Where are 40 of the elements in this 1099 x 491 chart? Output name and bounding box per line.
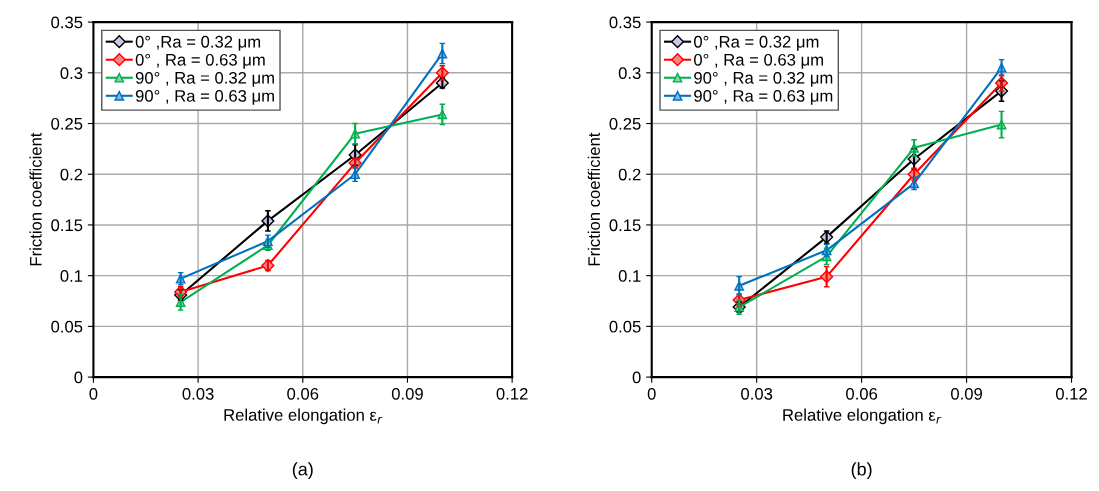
y-tick-label: 0.1 — [60, 270, 83, 282]
legend-label: 0° ,Ra = 0.32 μm — [694, 35, 819, 51]
x-tick-label: 0.12 — [496, 387, 528, 400]
y-tick-label: 0.3 — [60, 67, 83, 80]
legend-label: 0° ,Ra = 0.32 μm — [135, 35, 261, 51]
x-tick-label: 0.06 — [846, 387, 878, 400]
y-tick-label: 0.15 — [609, 219, 641, 232]
legend-label: 90° , Ra = 0.32 μm — [694, 71, 833, 87]
y-tick-label: 0.15 — [51, 219, 83, 232]
y-tick-label: 0 — [74, 371, 83, 384]
legend-label: 90° , Ra = 0.32 μm — [135, 71, 274, 87]
legend-label: 0° , Ra = 0.63 μm — [694, 53, 823, 69]
y-tick-label: 0.25 — [609, 117, 641, 130]
legend-label: 0° , Ra = 0.63 μm — [135, 53, 265, 69]
y-tick-label: 0 — [632, 371, 641, 384]
y-tick-label: 0.2 — [618, 168, 641, 181]
y-tick-label: 0.25 — [51, 117, 83, 130]
y-axis-title: Friction coefficient — [587, 132, 601, 266]
y-tick-label: 0.3 — [618, 67, 641, 80]
x-tick-label: 0.03 — [741, 387, 773, 400]
text: (b) — [851, 462, 872, 480]
y-tick-label: 0.2 — [60, 168, 83, 181]
x-tick-label: 0.09 — [951, 387, 982, 400]
x-tick-label: 0 — [89, 387, 98, 400]
x-axis-title: Relative elongation ε$_{r}$ — [783, 408, 942, 425]
y-tick-label: 0.35 — [609, 16, 641, 29]
x-tick-label: 0.06 — [287, 387, 319, 400]
y-tick-label: 0.05 — [609, 320, 641, 333]
legend-label: 90° , Ra = 0.63 μm — [694, 89, 833, 105]
y-tick-label: 0.05 — [51, 320, 83, 333]
x-tick-label: 0.12 — [1055, 387, 1087, 400]
y-axis-title: Friction coefficient — [29, 132, 42, 266]
x-tick-label: 0.09 — [391, 387, 423, 400]
y-tick-label: 0.35 — [51, 16, 83, 29]
legend-label: 90° , Ra = 0.63 μm — [135, 89, 274, 105]
x-tick-label: 0.03 — [182, 387, 214, 400]
x-axis-title: Relative elongation ε$_{r}$ — [224, 408, 383, 425]
y-tick-label: 0.1 — [618, 270, 641, 282]
text: (a) — [292, 462, 313, 480]
x-tick-label: 0 — [647, 387, 656, 400]
